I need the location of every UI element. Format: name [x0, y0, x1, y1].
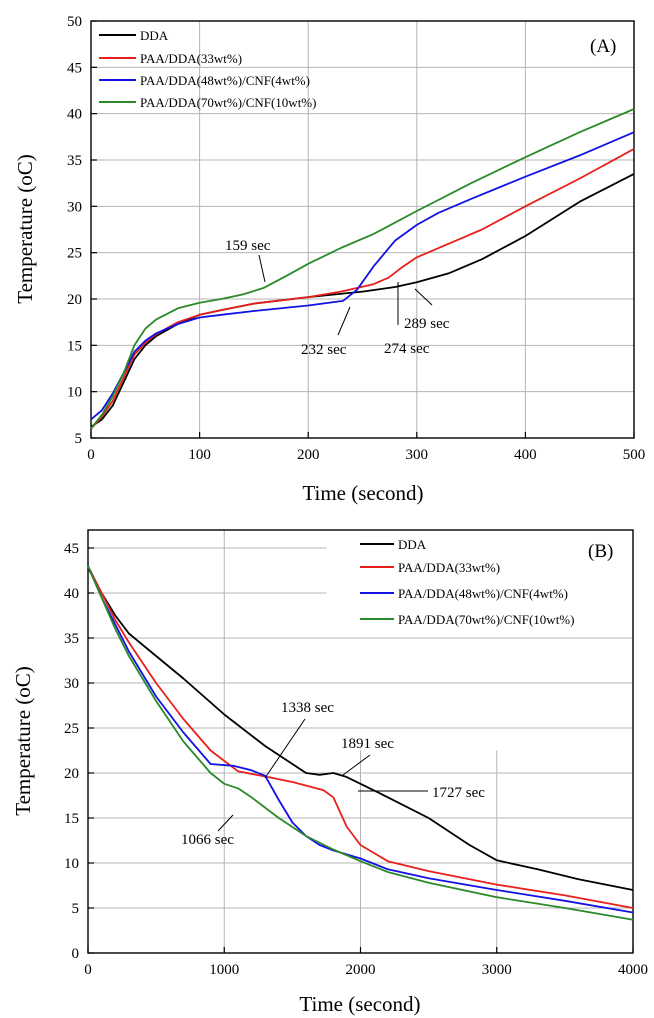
x-tick-label-b: 4000	[618, 962, 648, 978]
y-tick-label-a: 20	[67, 292, 82, 308]
ticks-a: 0 100 200 300 400 500 5 10 15 20 25 30 35 40 45 50	[67, 14, 645, 463]
arrow-1891	[342, 754, 371, 776]
annotation-1338-sec: 1338 sec	[281, 700, 334, 716]
plot-frame-a	[90, 20, 635, 439]
y-tick-label-b: 0	[72, 946, 80, 962]
x-tick-label-a: 500	[623, 447, 646, 463]
series-b	[87, 565, 634, 921]
panel-label-a: (A)	[590, 36, 616, 57]
legend-label-b-paa-dda-48-cnf-4: PAA/DDA(48wt%)/CNF(4wt%)	[398, 586, 568, 601]
annotation-232-sec: 232 sec	[301, 342, 347, 358]
x-tick-label-b: 0	[84, 962, 92, 978]
y-tick-label-b: 15	[64, 811, 79, 827]
annotations-b	[217, 718, 428, 832]
legend-b: DDA PAA/DDA(33wt%) PAA/DDA(48wt%)/CNF(4w…	[360, 537, 574, 627]
y-tick-label-b: 10	[64, 856, 79, 872]
y-tick-label-b: 30	[64, 676, 79, 692]
arrow-232	[337, 306, 351, 336]
series-line-b-dda	[87, 567, 634, 891]
legend-label-paa-dda-48-cnf-4: PAA/DDA(48wt%)/CNF(4wt%)	[140, 73, 310, 88]
annotation-1727-sec: 1727 sec	[432, 785, 485, 801]
annotation-1891-sec: 1891 sec	[341, 736, 394, 752]
grid-a	[91, 21, 634, 438]
y-tick-label-a: 50	[67, 14, 82, 30]
ticks-b: 0 1000 2000 3000 4000 0 5 10 15 20 25 30 35 40 45	[64, 541, 648, 978]
y-tick-label-b: 40	[64, 586, 79, 602]
y-tick-label-a: 45	[67, 60, 82, 76]
x-tick-label-b: 1000	[209, 962, 239, 978]
series-line-b-paa-dda-70wt-cnf-10wt	[87, 565, 634, 921]
x-tick-label-b: 3000	[482, 962, 512, 978]
y-tick-label-a: 30	[67, 199, 82, 215]
y-axis-title-a: Temperature (oC)	[13, 154, 37, 304]
legend-label-paa-dda-33: PAA/DDA(33wt%)	[140, 51, 242, 66]
x-tick-label-a: 300	[406, 447, 429, 463]
series-line-a-paa-dda-48wt-cnf-4wt	[90, 131, 635, 421]
annotations-a	[258, 254, 433, 336]
y-tick-label-a: 40	[67, 107, 82, 123]
arrow-289	[414, 288, 433, 306]
x-axis-title-b: Time (second)	[299, 992, 420, 1016]
series-line-a-dda	[90, 173, 635, 428]
legend-label-b-dda: DDA	[398, 537, 427, 552]
x-tick-label-a: 0	[87, 447, 95, 463]
x-tick-label-a: 200	[297, 447, 320, 463]
series-line-b-paa-dda-48wt-cnf-4wt	[87, 565, 634, 914]
series-a	[90, 108, 635, 430]
x-tick-label-a: 400	[514, 447, 537, 463]
legend-a: DDA PAA/DDA(33wt%) PAA/DDA(48wt%)/CNF(4w…	[99, 28, 316, 110]
grid-b	[88, 530, 633, 953]
annotation-274-sec: 274 sec	[384, 341, 430, 357]
series-line-b-paa-dda-33wt	[87, 565, 634, 909]
y-tick-label-b: 35	[64, 631, 79, 647]
annotation-159-sec: 159 sec	[225, 238, 271, 254]
y-tick-label-a: 25	[67, 246, 82, 262]
legend-label-b-paa-dda-33: PAA/DDA(33wt%)	[398, 560, 500, 575]
y-axis-title-b: Temperature (oC)	[11, 666, 35, 816]
x-tick-label-a: 100	[188, 447, 211, 463]
series-line-a-paa-dda-33wt	[90, 148, 635, 430]
series-line-a-paa-dda-70wt-cnf-10wt	[90, 108, 635, 430]
arrow-1338	[264, 718, 306, 779]
x-tick-label-b: 2000	[346, 962, 376, 978]
arrow-159	[258, 254, 266, 283]
y-tick-label-a: 35	[67, 153, 82, 169]
y-tick-label-a: 10	[67, 385, 82, 401]
y-tick-label-b: 20	[64, 766, 79, 782]
y-tick-label-a: 5	[75, 431, 83, 447]
panel-label-b: (B)	[588, 541, 613, 562]
x-axis-title-a: Time (second)	[302, 481, 423, 505]
y-tick-label-b: 5	[72, 901, 80, 917]
y-tick-label-b: 25	[64, 721, 79, 737]
y-tick-label-b: 45	[64, 541, 79, 557]
annotation-289-sec: 289 sec	[404, 316, 450, 332]
annotation-1066-sec: 1066 sec	[181, 832, 234, 848]
legend-label-b-paa-dda-70-cnf-10: PAA/DDA(70wt%)/CNF(10wt%)	[398, 612, 574, 627]
y-tick-label-a: 15	[67, 338, 82, 354]
legend-label-paa-dda-70-cnf-10: PAA/DDA(70wt%)/CNF(10wt%)	[140, 95, 316, 110]
legend-label-dda: DDA	[140, 28, 169, 43]
arrow-1066	[217, 814, 234, 832]
